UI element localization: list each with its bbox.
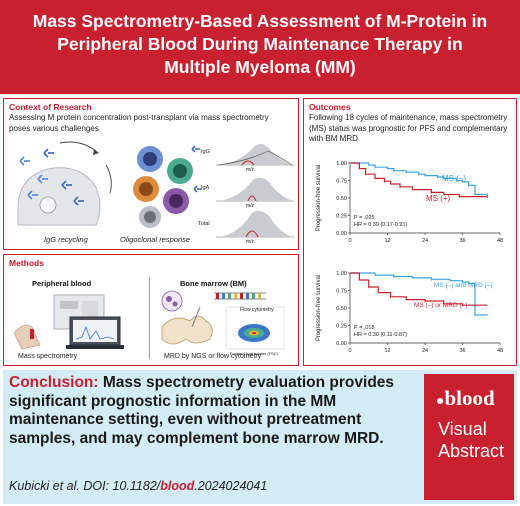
spectra-label-igg: IgG xyxy=(201,149,210,155)
x-tick-label: 12 xyxy=(384,348,390,354)
outcomes-text: Following 18 cycles of maintenance, mass… xyxy=(309,113,508,143)
flow-cytometry-label: Flow cytometry xyxy=(240,307,274,313)
title-line-1: Mass Spectrometry-Based Assessment of M-… xyxy=(32,11,488,31)
title-line-2: Peripheral Blood During Maintenance Ther… xyxy=(57,34,463,54)
km-series-line-0 xyxy=(350,162,488,196)
conclusion-lead: Conclusion: xyxy=(9,374,99,391)
visual-abstract-badge: ●blood Visual Abstract xyxy=(424,374,514,500)
spectra-label-iga: IgA xyxy=(201,185,210,191)
hazard-ratio: HR = 0.39 (0.17-0.91) xyxy=(354,222,408,228)
x-tick-label: 48 xyxy=(497,238,503,244)
oligoclonal-cells xyxy=(133,145,202,228)
outcomes-heading: Outcomes xyxy=(309,102,351,112)
km-series-line-0 xyxy=(350,272,488,316)
methods-panel: Methods Peripheral blood Bone marrow (BM… xyxy=(3,254,299,366)
y-tick-label: 0.25 xyxy=(336,324,347,330)
y-tick-label: 1.00 xyxy=(336,161,347,167)
visual-abstract-label: Visual Abstract xyxy=(438,418,504,462)
title-line-3: Multiple Myeloma (MM) xyxy=(164,57,356,77)
x-tick-label: 24 xyxy=(422,238,428,244)
x-tick-label: 36 xyxy=(459,348,465,354)
methods-divider xyxy=(149,277,150,359)
blood-logo: ●blood xyxy=(436,386,495,410)
y-axis-label: Progression-free survival xyxy=(316,275,322,341)
flow-x-label: Forward light scatter (FSC) xyxy=(230,351,279,356)
methods-heading: Methods xyxy=(9,258,44,268)
y-tick-label: 0.50 xyxy=(336,196,347,202)
title-banner: Mass Spectrometry-Based Assessment of M-… xyxy=(0,0,520,94)
oligoclonal-label: Oligoclonal response xyxy=(120,235,191,244)
conclusion-body: Mass spectrometry evaluation provides si… xyxy=(9,374,395,447)
y-tick-label: 0.75 xyxy=(336,289,347,295)
series-label-ms-pos: MS (+) xyxy=(426,194,451,203)
p-value: P = .025 xyxy=(354,215,375,221)
outcomes-panel: Outcomes Following 18 cycles of maintena… xyxy=(303,98,517,366)
mass-spectrometer-illustration xyxy=(13,294,124,350)
y-tick-label: 0.50 xyxy=(336,306,347,312)
x-tick-label: 12 xyxy=(384,238,390,244)
context-heading: Context of Research xyxy=(9,102,92,112)
y-tick-label: 0.00 xyxy=(336,231,347,237)
y-tick-label: 0.00 xyxy=(336,341,347,347)
badge-line-1: Visual xyxy=(438,419,487,439)
context-text: Assessing M protein concentration post-t… xyxy=(9,113,269,133)
conclusion-text: Conclusion: Mass spectrometry evaluation… xyxy=(9,374,414,448)
series-label-ms-neg: MS (–) xyxy=(442,174,466,183)
km-series-line-1 xyxy=(350,272,488,306)
bone-marrow-illustration xyxy=(161,290,285,350)
series-label-ms-mrd-neg: MS (–) and MRD (–) xyxy=(434,282,493,289)
y-tick-label: 0.75 xyxy=(336,179,347,185)
peripheral-blood-title: Peripheral blood xyxy=(32,279,92,288)
citation-prefix: Kubicki et al. DOI: 10.1182/ xyxy=(9,479,161,493)
x-tick-label: 0 xyxy=(348,238,351,244)
p-value-2: P = .018 xyxy=(354,325,375,331)
spectra-plots xyxy=(216,144,294,238)
hazard-ratio-2: HR = 0.30 (0.11-0.87) xyxy=(354,332,407,338)
ms-caption: Mass spectrometry xyxy=(18,353,78,360)
citation-journal: blood xyxy=(160,479,195,493)
y-tick-label: 0.25 xyxy=(336,214,347,220)
km-chart-1: 0.00 0.25 0.50 0.75 1.00 0 12 24 36 48 Progression… xyxy=(316,161,503,244)
x-tick-label: 0 xyxy=(348,348,351,354)
spectra-mz-2: m/z xyxy=(246,203,255,209)
km-chart-2: 0.00 0.25 0.50 0.75 1.00 0 12 24 36 48 Progression… xyxy=(316,271,503,354)
spectra-label-total: Total xyxy=(198,221,210,227)
cell-illustration xyxy=(17,141,112,226)
y-tick-label: 1.00 xyxy=(336,271,347,277)
igg-recycling-label: IgG recycling xyxy=(44,235,88,244)
x-tick-label: 24 xyxy=(422,348,428,354)
badge-line-2: Abstract xyxy=(438,441,505,461)
blood-drop-icon: ● xyxy=(436,394,445,409)
spectra-mz-1: m/z xyxy=(246,167,255,173)
y-axis-label: Progression-free survival xyxy=(316,165,322,231)
x-tick-label: 48 xyxy=(497,348,503,354)
spectra-mz-3: m/z xyxy=(246,239,255,245)
x-tick-label: 36 xyxy=(459,238,465,244)
citation[interactable]: Kubicki et al. DOI: 10.1182/blood.202402… xyxy=(9,479,267,493)
conclusion-box: Conclusion: Mass spectrometry evaluation… xyxy=(3,370,517,504)
series-label-ms-mrd-pos: MS (–) or MRD (–) xyxy=(414,302,467,309)
mrd-caption: MRD by NGS or flow cytometry xyxy=(164,353,262,360)
context-panel: Context of Research Assessing M protein … xyxy=(3,98,299,250)
bone-marrow-title: Bone marrow (BM) xyxy=(180,279,247,288)
km-series-line-1 xyxy=(350,162,488,198)
citation-suffix: .2024024041 xyxy=(194,479,268,493)
